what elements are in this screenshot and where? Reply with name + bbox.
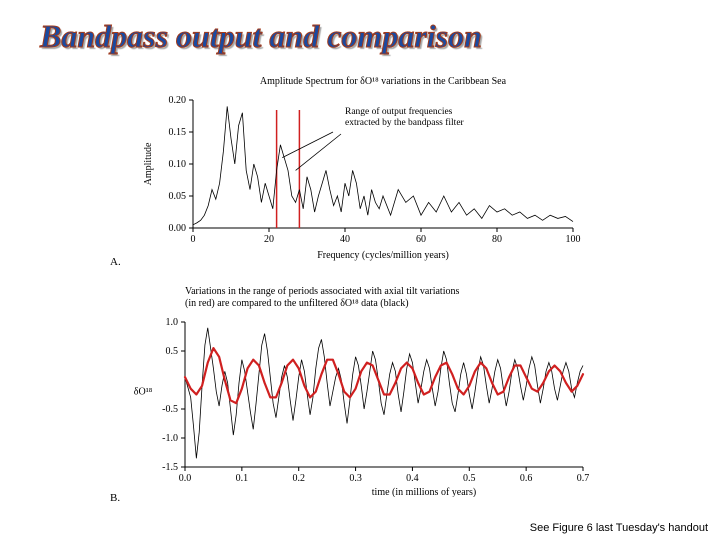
svg-text:-0.5: -0.5 [162,404,178,415]
footer-note: See Figure 6 last Tuesday's handout [530,522,708,534]
svg-text:0.10: 0.10 [169,159,187,170]
svg-text:time (in millions of years): time (in millions of years) [372,487,476,497]
bottom-timeseries-chart: Variations in the range of periods assoc… [125,282,595,497]
svg-text:0.7: 0.7 [577,473,590,484]
panel-label-b: B. [110,492,120,504]
svg-text:Range of output frequencies: Range of output frequencies [345,106,453,117]
svg-text:60: 60 [416,234,426,245]
svg-text:-1.5: -1.5 [162,462,178,473]
svg-text:0.5: 0.5 [463,473,476,484]
slide-title-wrap: Bandpass output and comparison [40,18,482,55]
slide-title: Bandpass output and comparison [40,18,482,54]
svg-text:20: 20 [264,234,274,245]
svg-text:0: 0 [191,234,196,245]
svg-text:0.15: 0.15 [169,127,187,138]
top-spectrum-chart: Amplitude Spectrum for δO¹⁸ variations i… [135,72,585,262]
panel-label-a: A. [110,256,121,268]
svg-text:80: 80 [492,234,502,245]
svg-text:Variations in the range of per: Variations in the range of periods assoc… [185,286,459,297]
svg-text:Amplitude: Amplitude [143,142,154,185]
svg-text:0.0: 0.0 [179,473,192,484]
svg-text:0.6: 0.6 [520,473,533,484]
svg-text:0.1: 0.1 [236,473,249,484]
svg-text:0.20: 0.20 [169,95,187,106]
svg-text:Frequency (cycles/million year: Frequency (cycles/million years) [317,250,449,261]
svg-text:0.4: 0.4 [406,473,419,484]
svg-text:0.3: 0.3 [349,473,362,484]
svg-text:40: 40 [340,234,350,245]
svg-text:extracted by the bandpass filt: extracted by the bandpass filter [345,117,465,128]
svg-text:0.05: 0.05 [169,191,187,202]
svg-text:0.00: 0.00 [169,223,187,234]
svg-text:-1.0: -1.0 [162,433,178,444]
svg-text:0.5: 0.5 [166,346,179,357]
svg-text:1.0: 1.0 [166,317,179,328]
svg-text:100: 100 [566,234,581,245]
svg-text:0.2: 0.2 [292,473,305,484]
svg-text:Amplitude Spectrum for δO¹⁸ va: Amplitude Spectrum for δO¹⁸ variations i… [260,76,507,87]
svg-text:(in red) are compared to the u: (in red) are compared to the unfiltered … [185,298,409,309]
svg-text:δO¹⁸: δO¹⁸ [134,387,153,398]
